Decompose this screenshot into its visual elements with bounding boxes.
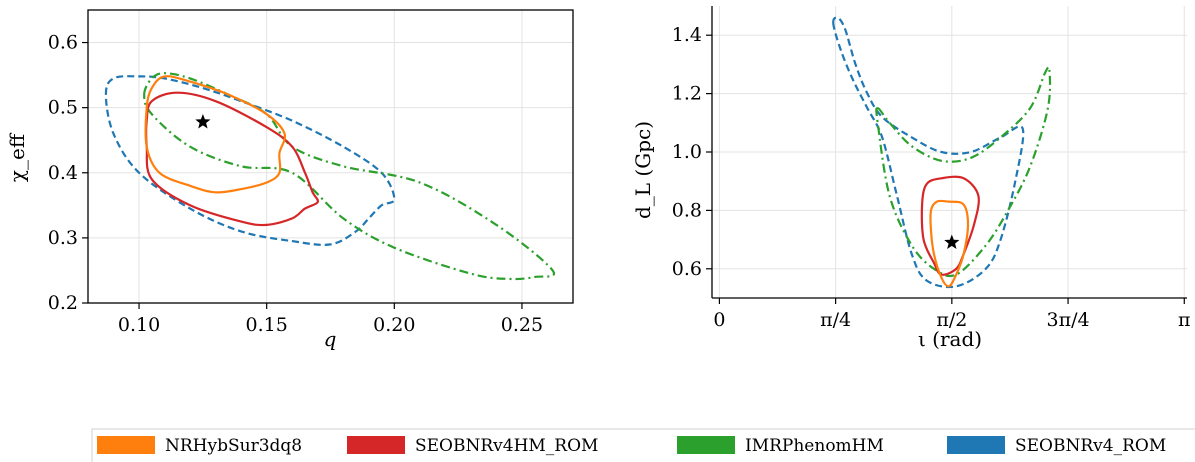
right-contour-seobnrv4hm-rom: [920, 175, 980, 276]
legend-label: SEOBNRv4HM_ROM: [415, 436, 598, 456]
left-x-tick-label: 0.10: [118, 314, 160, 336]
right-x-tick-label: 3π/4: [1047, 309, 1090, 331]
legend-swatch: [97, 436, 155, 454]
left-y-tick-label: 0.5: [48, 97, 78, 119]
legend-swatch: [347, 436, 405, 454]
right-x-tick-label: 0: [713, 309, 725, 331]
right-contour-imrphenomhm: [875, 65, 1052, 278]
right-x-axis-label: ι (rad): [918, 327, 982, 351]
left-y-tick-label: 0.3: [48, 227, 78, 249]
left-x-axis-label: q: [324, 327, 337, 351]
left-star-marker: [195, 114, 211, 129]
left-y-tick-label: 0.4: [48, 162, 78, 184]
right-y-ticks: 0.6 0.8 1.0 1.2 1.4: [672, 24, 712, 280]
right-x-tick-label: π: [1178, 309, 1191, 331]
left-y-tick-label: 0.6: [48, 32, 78, 54]
legend-entries: NRHybSur3dq8 SEOBNRv4HM_ROM IMRPhenomHM SEO…: [97, 436, 1166, 456]
left-y-tick-label: 0.2: [48, 292, 78, 314]
legend-label: NRHybSur3dq8: [165, 436, 302, 456]
legend-frame: [91, 428, 1195, 462]
right-y-tick-label: 0.8: [672, 199, 702, 221]
legend-swatch: [947, 436, 1005, 454]
right-panel: 0 π/4 π/2 3π/4 π 0.6 0.8 1.0 1.2 1.4 ι (rad) d_L…: [631, 6, 1191, 351]
left-contour-nrhybsur3dq8: [144, 75, 287, 194]
left-y-ticks: 0.2 0.3 0.4 0.5 0.6: [48, 32, 88, 314]
left-panel: 0.10 0.15 0.20 0.25 0.2 0.3 0.4 0.5 0.6 q χ_eff: [5, 9, 574, 351]
left-axes-frame: [87, 9, 574, 304]
left-contours: [104, 72, 556, 281]
left-contour-imrphenomhm: [143, 72, 556, 281]
right-x-ticks: 0 π/4 π/2 3π/4 π: [713, 298, 1191, 331]
right-grid: [712, 6, 1187, 298]
right-y-axis-label: d_L (Gpc): [631, 121, 655, 219]
left-x-tick-label: 0.15: [246, 314, 288, 336]
left-star-icon: [195, 114, 211, 129]
right-x-tick-label: π/2: [936, 309, 967, 331]
legend: NRHybSur3dq8 SEOBNRv4HM_ROM IMRPhenomHM SEO…: [91, 428, 1195, 462]
right-y-tick-label: 1.2: [672, 83, 702, 105]
right-contour-nrhybsur3dq8: [929, 199, 970, 288]
right-star-marker: [944, 234, 960, 249]
left-x-ticks: 0.10 0.15 0.20 0.25: [118, 303, 543, 336]
legend-swatch: [677, 436, 735, 454]
left-contour-seobnrv4hm-rom: [145, 91, 320, 227]
left-y-axis-label: χ_eff: [5, 132, 29, 182]
right-y-tick-label: 0.6: [672, 258, 702, 280]
right-contours: [832, 16, 1052, 289]
legend-label: IMRPhenomHM: [745, 436, 884, 456]
legend-label: SEOBNRv4_ROM: [1015, 436, 1166, 456]
right-x-tick-label: π/4: [820, 309, 851, 331]
left-grid: [88, 10, 573, 304]
left-contour-seobnrv4-rom: [104, 75, 396, 246]
left-x-tick-label: 0.25: [501, 314, 543, 336]
right-star-icon: [944, 234, 960, 249]
right-y-tick-label: 1.4: [672, 24, 702, 46]
right-y-tick-label: 1.0: [672, 141, 702, 163]
left-x-tick-label: 0.20: [373, 314, 415, 336]
